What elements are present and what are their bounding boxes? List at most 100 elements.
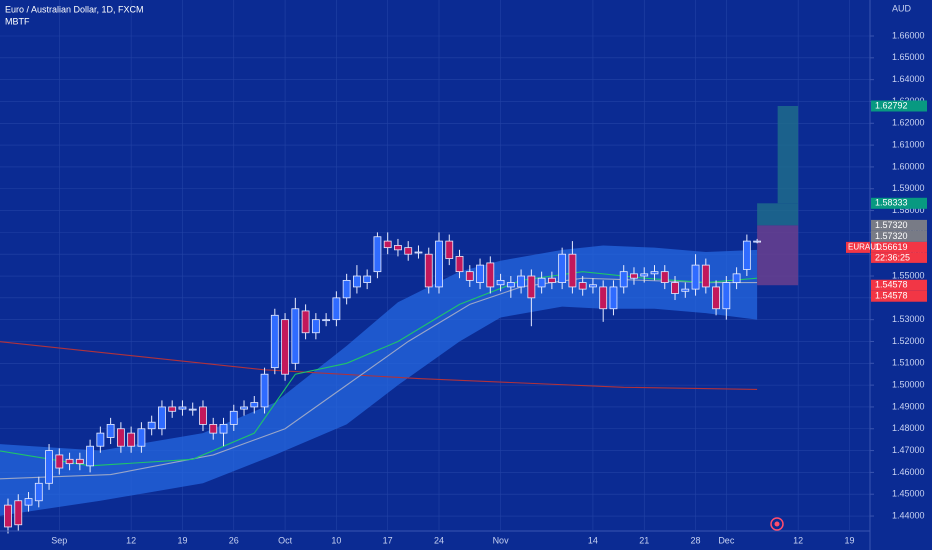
price-tag-label: 1.57320 [875, 231, 908, 241]
y-tick-label: 1.64000 [892, 74, 925, 84]
candle-body [96, 432, 105, 447]
candle-body [219, 423, 228, 434]
x-tick-label: 14 [588, 535, 598, 545]
candle-body [281, 319, 289, 375]
candle-body [147, 421, 156, 430]
price-tag [871, 197, 927, 209]
candle-body [414, 251, 423, 254]
y-tick-label: 1.48000 [892, 423, 925, 433]
candle-body [445, 240, 454, 259]
candle-body [506, 282, 515, 288]
candle-body [55, 454, 64, 469]
candle-body [640, 273, 649, 277]
indicator-label: MBTF [5, 16, 30, 26]
price-tag [871, 279, 927, 291]
candle-body [753, 240, 762, 243]
candle-body [65, 458, 74, 465]
candle-body [558, 253, 567, 283]
price-tag [871, 219, 927, 231]
candle-body [240, 406, 248, 410]
candle-body [363, 275, 372, 283]
countdown-label: 22:36:25 [875, 252, 910, 262]
y-tick-label: 1.55000 [892, 270, 925, 280]
y-tick-label: 1.59000 [892, 183, 925, 193]
position-stop [757, 225, 799, 286]
candle-body [137, 428, 146, 447]
x-tick-label: 12 [793, 535, 803, 545]
candle-body [486, 262, 495, 288]
candle-body [45, 450, 53, 484]
y-tick-label: 1.44000 [892, 510, 925, 520]
y-tick-label: 1.45000 [892, 489, 925, 499]
candle-body [712, 286, 720, 310]
candle-body [4, 504, 12, 528]
x-tick-label: Oct [278, 535, 293, 545]
currency-label: AUD [892, 3, 912, 13]
candle-body [158, 406, 166, 430]
candle-body [86, 445, 94, 467]
plot-area [0, 0, 870, 534]
candle-body [260, 373, 269, 408]
band-area [0, 245, 758, 516]
candle-body [14, 500, 23, 526]
candle-body [188, 408, 197, 411]
candle-body [424, 253, 433, 288]
x-tick-label: Nov [493, 535, 510, 545]
x-tick-label: 12 [126, 535, 136, 545]
price-tag [871, 230, 927, 242]
candle-body [671, 282, 679, 294]
candle-body [404, 247, 413, 255]
y-tick-label: 1.52000 [892, 336, 925, 346]
x-tick-label: 17 [383, 535, 393, 545]
candle-body [496, 279, 505, 286]
x-tick-label: 19 [177, 535, 187, 545]
candle-body [322, 319, 331, 322]
candle-body [517, 275, 525, 288]
candle-body [127, 432, 136, 447]
price-tag [871, 241, 927, 253]
candle-body [383, 240, 392, 249]
candle-body [650, 271, 659, 275]
y-tick-label: 1.53000 [892, 314, 925, 324]
candle-body [681, 288, 690, 292]
y-tick-label: 1.61000 [892, 139, 925, 149]
candle-body [691, 264, 700, 290]
candle-body [75, 458, 84, 465]
price-tag-label: 1.58333 [875, 198, 908, 208]
symbol-label: EURAUD [848, 243, 882, 252]
chart-title: Euro / Australian Dollar, 1D, FXCM [5, 4, 144, 14]
candle-body [455, 255, 464, 273]
x-tick-label: 19 [844, 535, 854, 545]
candle-body [229, 410, 238, 425]
candle-body [742, 240, 751, 270]
candle-body [168, 406, 177, 412]
symbol-tag [846, 241, 870, 253]
candle-body [106, 423, 115, 438]
candle-body [178, 406, 187, 410]
candle-body [599, 286, 608, 310]
candle-body [24, 498, 33, 506]
candle-body [301, 310, 310, 334]
candle-body [619, 271, 628, 288]
candle-body [394, 245, 402, 251]
candle-body [722, 282, 731, 310]
event-icon-dot [774, 521, 780, 527]
x-tick-label: Sep [51, 535, 67, 545]
x-tick-label: 24 [434, 535, 444, 545]
countdown-tag [871, 252, 927, 263]
event-icon[interactable] [770, 517, 784, 531]
y-tick-label: 1.49000 [892, 401, 925, 411]
candle-body [209, 423, 218, 434]
indicator-line [0, 341, 758, 391]
candle-body [342, 279, 351, 299]
candle-body [660, 271, 669, 283]
candle-body [116, 428, 125, 447]
candle-body [568, 253, 577, 288]
candle-body [465, 271, 474, 281]
candle-body [34, 482, 43, 502]
candle-body [630, 273, 638, 279]
candle-body [537, 277, 546, 288]
candle-body [353, 275, 361, 288]
candle-body [199, 406, 207, 425]
